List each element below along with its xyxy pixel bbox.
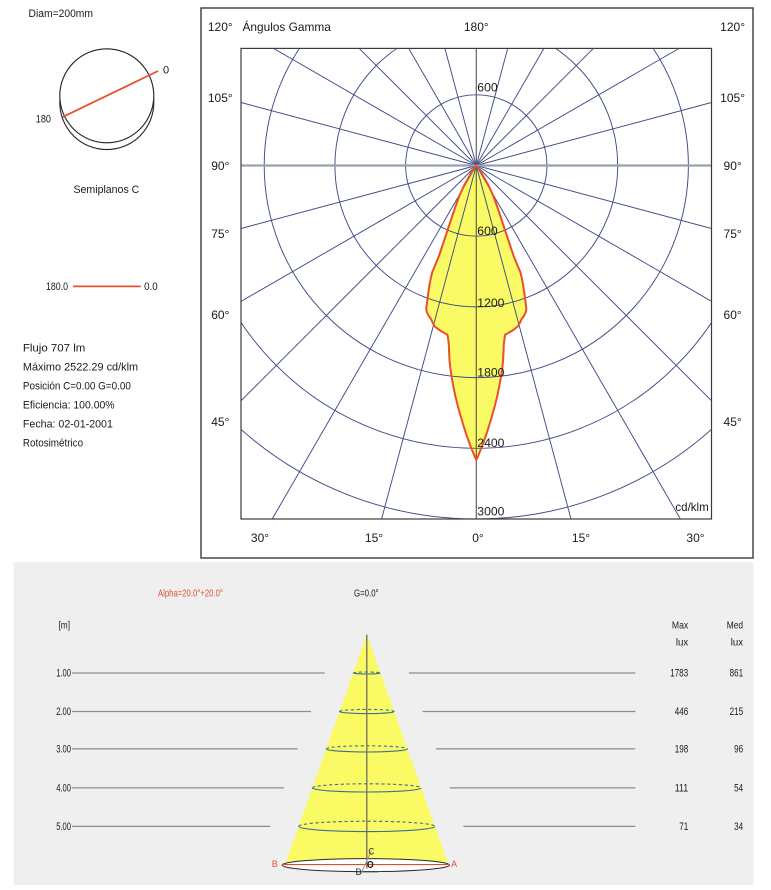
svg-text:111: 111 (675, 783, 689, 795)
svg-text:cd/klm: cd/klm (675, 500, 708, 514)
svg-text:90°: 90° (211, 159, 229, 173)
svg-text:lux: lux (731, 636, 744, 648)
svg-text:30°: 30° (251, 531, 269, 545)
svg-text:G=0.0°: G=0.0° (354, 588, 379, 600)
svg-text:215: 215 (730, 706, 744, 718)
svg-text:30°: 30° (686, 531, 704, 545)
svg-text:Fecha: 02-01-2001: Fecha: 02-01-2001 (23, 419, 113, 431)
svg-text:600: 600 (477, 81, 498, 95)
svg-text:Med: Med (727, 620, 743, 632)
svg-text:Posición C=0.00 G=0.00: Posición C=0.00 G=0.00 (23, 381, 131, 393)
svg-text:15°: 15° (365, 531, 383, 545)
svg-text:45°: 45° (211, 415, 229, 429)
svg-text:2.00: 2.00 (56, 706, 71, 718)
svg-text:1.00: 1.00 (56, 668, 71, 680)
svg-text:75°: 75° (724, 227, 742, 241)
svg-text:54: 54 (734, 783, 743, 795)
svg-text:1783: 1783 (670, 668, 688, 680)
svg-text:4.00: 4.00 (56, 783, 71, 795)
svg-text:198: 198 (675, 744, 689, 756)
svg-text:120°: 120° (720, 20, 745, 34)
svg-text:60°: 60° (724, 308, 742, 322)
svg-text:861: 861 (730, 668, 744, 680)
svg-text:45°: 45° (724, 415, 742, 429)
svg-text:2400: 2400 (477, 436, 504, 450)
svg-text:1200: 1200 (477, 296, 504, 310)
svg-text:0.0: 0.0 (144, 281, 158, 293)
svg-text:71: 71 (679, 821, 688, 833)
svg-text:180°: 180° (464, 20, 489, 34)
svg-text:105°: 105° (720, 91, 745, 105)
svg-text:120°: 120° (208, 20, 233, 34)
svg-text:0°: 0° (472, 531, 484, 545)
svg-text:Ángulos Gamma: Ángulos Gamma (243, 19, 332, 34)
svg-text:600: 600 (477, 224, 498, 238)
svg-text:Máximo 2522.29 cd/klm: Máximo 2522.29 cd/klm (23, 361, 138, 373)
svg-text:1800: 1800 (477, 366, 504, 380)
svg-text:[m]: [m] (59, 620, 71, 632)
svg-text:Alpha=20.0°+20.0°: Alpha=20.0°+20.0° (158, 588, 223, 600)
svg-text:90°: 90° (724, 159, 742, 173)
svg-text:Flujo 707 lm: Flujo 707 lm (23, 342, 85, 354)
svg-text:15°: 15° (572, 531, 590, 545)
svg-text:lux: lux (676, 636, 689, 648)
svg-text:0: 0 (163, 65, 169, 77)
svg-text:180: 180 (36, 114, 51, 126)
svg-text:3000: 3000 (477, 505, 504, 519)
svg-text:Diam=200mm: Diam=200mm (29, 8, 94, 20)
svg-text:O: O (367, 860, 374, 871)
svg-text:75°: 75° (211, 227, 229, 241)
svg-text:5.00: 5.00 (56, 821, 71, 833)
svg-text:D: D (356, 867, 362, 878)
svg-text:Eficiencia: 100.00%: Eficiencia: 100.00% (23, 400, 115, 412)
svg-text:C: C (368, 847, 374, 858)
svg-text:105°: 105° (208, 91, 233, 105)
svg-text:Semiplanos C: Semiplanos C (74, 184, 140, 196)
svg-text:34: 34 (734, 821, 743, 833)
svg-text:Max: Max (672, 620, 689, 632)
svg-text:Rotosimétrico: Rotosimétrico (23, 438, 83, 450)
svg-text:180.0: 180.0 (46, 281, 68, 293)
svg-text:60°: 60° (211, 308, 229, 322)
svg-text:446: 446 (675, 706, 689, 718)
svg-text:B: B (272, 859, 278, 870)
svg-text:A: A (451, 859, 458, 870)
svg-text:3.00: 3.00 (56, 744, 71, 756)
svg-text:96: 96 (734, 744, 743, 756)
